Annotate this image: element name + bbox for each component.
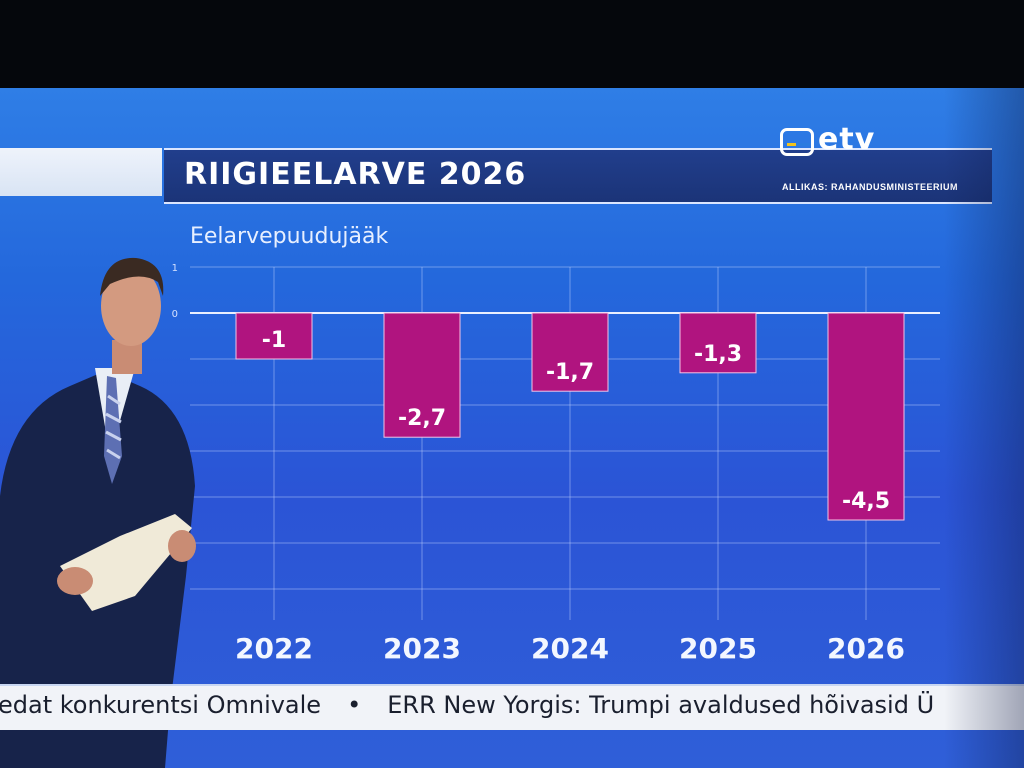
news-ticker: edat konkurentsi Omnivale • ERR New Yorgis… bbox=[0, 684, 1024, 730]
bar bbox=[827, 312, 905, 521]
ticker-text: edat konkurentsi Omnivale • ERR New Yorgis… bbox=[0, 691, 934, 719]
bar-value-label: -1,3 bbox=[694, 342, 742, 367]
ticker-separator: • bbox=[347, 691, 362, 719]
bar-value-label: -1,7 bbox=[546, 360, 594, 385]
paper-sheets bbox=[60, 514, 192, 611]
etv-logo-icon bbox=[780, 128, 814, 156]
x-tick-label: 2023 bbox=[383, 632, 461, 665]
chart-title: Eelarvepuudujääk bbox=[190, 224, 389, 249]
etv-logo-text: etv bbox=[818, 122, 876, 157]
bar bbox=[679, 312, 757, 374]
bar bbox=[235, 312, 313, 360]
broadcast-title: RIIGIEELARVE 2026 bbox=[184, 157, 527, 192]
y-tick-label: 0 bbox=[172, 309, 178, 320]
title-bar: RIIGIEELARVE 2026 ALLIKAS: RAHANDUSMINIS… bbox=[164, 148, 992, 204]
x-tick-label: 2026 bbox=[827, 632, 905, 665]
bar bbox=[383, 312, 461, 438]
title-bar-left-panel bbox=[0, 148, 162, 196]
x-tick-label: 2022 bbox=[235, 632, 313, 665]
ticker-item: edat konkurentsi Omnivale bbox=[0, 691, 322, 719]
tv-screen: RIIGIEELARVE 2026 ALLIKAS: RAHANDUSMINIS… bbox=[0, 88, 1024, 768]
x-tick-label: 2025 bbox=[679, 632, 757, 665]
etv-logo: etv bbox=[780, 122, 910, 160]
bar bbox=[531, 312, 609, 392]
ticker-item: ERR New Yorgis: Trumpi avaldused hõivasi… bbox=[387, 691, 935, 719]
presenter-figure bbox=[0, 257, 196, 768]
x-tick-label: 2024 bbox=[531, 632, 609, 665]
y-tick-label: 1 bbox=[172, 263, 178, 274]
deficit-bar-chart: 1 0 -1 2022 -2,7 2023 -1,7 2024 -1,3 2025 -4,5 2026 bbox=[172, 263, 940, 665]
bar-value-label: -2,7 bbox=[398, 406, 446, 431]
source-label: ALLIKAS: RAHANDUSMINISTEERIUM bbox=[782, 182, 958, 192]
bar-value-label: -1 bbox=[262, 328, 286, 353]
bar-value-label: -4,5 bbox=[842, 489, 890, 514]
